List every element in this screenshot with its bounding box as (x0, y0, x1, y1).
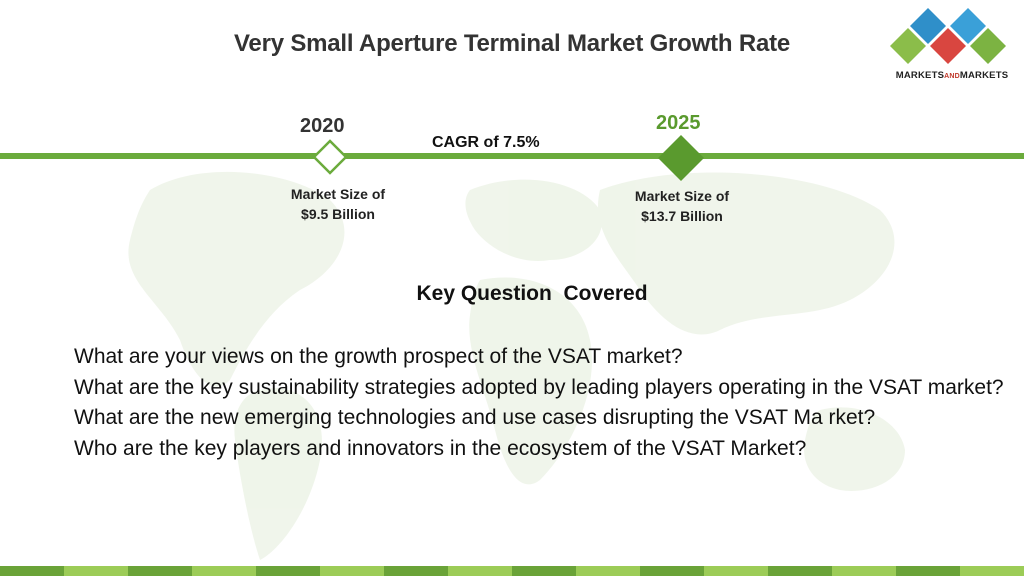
end-market-size: Market Size of $13.7 Billion (612, 186, 752, 226)
timeline-line (0, 153, 1024, 159)
logo-diamonds-icon (890, 8, 1006, 64)
start-market-size: Market Size of $9.5 Billion (268, 184, 408, 224)
start-milestone-diamond-icon (312, 139, 348, 175)
question-item: What are the new emerging technologies a… (74, 406, 876, 429)
marketsandmarkets-logo: MARKETSANDMARKETS (884, 4, 1020, 90)
logo-wordmark: MARKETSANDMARKETS (895, 70, 1009, 81)
cagr-label: CAGR of 7.5% (432, 134, 540, 151)
question-item: Who are the key players and innovators i… (74, 436, 807, 460)
start-market-size-label: Market Size of (290, 186, 386, 202)
footer-stripe (0, 566, 1024, 576)
key-questions-heading: Key Question Covered (416, 282, 648, 305)
end-milestone-diamond-icon (658, 135, 704, 181)
question-item: What are the key sustainability strategi… (74, 375, 1004, 399)
start-year: 2020 (300, 115, 345, 137)
start-market-size-value: $9.5 Billion (301, 206, 375, 222)
end-year: 2025 (656, 112, 701, 134)
end-market-size-value: $13.7 Billion (641, 208, 723, 224)
world-map-background (128, 171, 905, 560)
slide-title: Very Small Aperture Terminal Market Grow… (233, 30, 791, 57)
key-questions-list: What are your views on the growth prospe… (74, 342, 1004, 464)
question-item: What are your views on the growth prospe… (74, 345, 683, 368)
end-market-size-label: Market Size of (634, 188, 730, 204)
